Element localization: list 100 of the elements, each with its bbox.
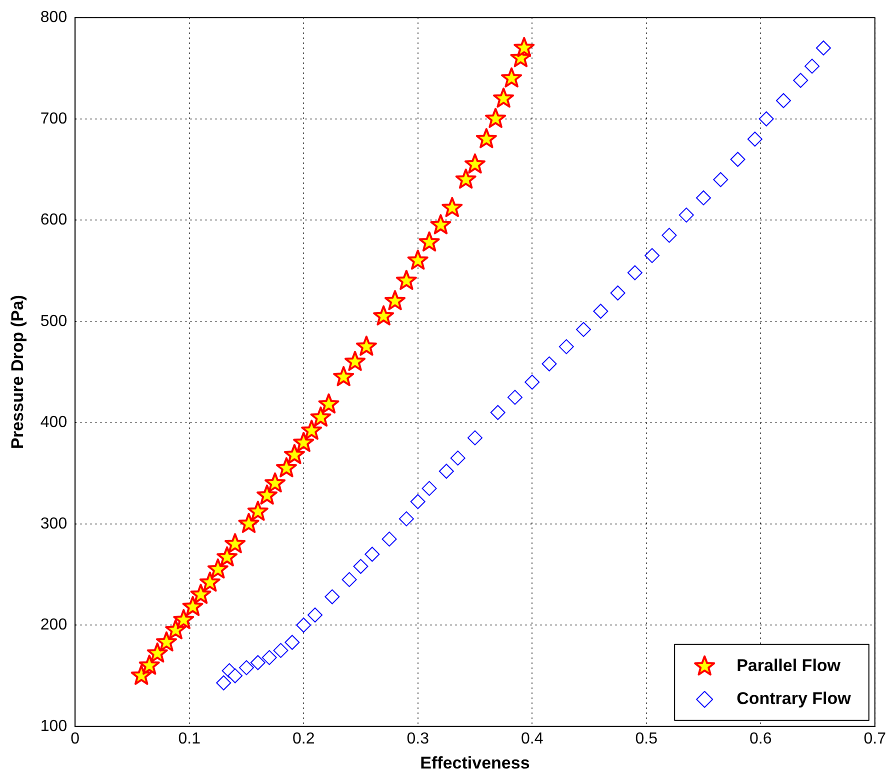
point	[485, 108, 506, 128]
point	[384, 290, 406, 310]
point	[418, 231, 440, 252]
point	[182, 596, 204, 616]
x-tick-label: 0.7	[864, 730, 886, 748]
point	[353, 558, 368, 574]
point	[442, 196, 463, 218]
point	[364, 546, 380, 562]
point	[410, 494, 426, 510]
point	[324, 589, 340, 604]
y-tick-label: 600	[40, 212, 68, 229]
point	[713, 172, 728, 188]
point	[467, 430, 482, 446]
point	[524, 374, 540, 390]
point	[398, 511, 414, 526]
point	[301, 420, 322, 440]
point	[793, 72, 808, 88]
point	[216, 546, 238, 566]
y-axis-title: Pressure Drop (Pa)	[8, 295, 27, 449]
y-tick-label: 200	[40, 616, 68, 634]
x-axis-title: Effectiveness	[420, 753, 530, 772]
point	[514, 36, 535, 58]
point	[507, 390, 522, 405]
point	[296, 618, 312, 633]
point	[356, 336, 377, 356]
x-tick-label: 0.2	[292, 730, 315, 748]
point	[422, 480, 437, 496]
point	[250, 655, 266, 670]
y-tick-label: 300	[40, 515, 68, 532]
y-tick-label: 400	[40, 414, 68, 432]
point	[696, 190, 711, 206]
point	[430, 214, 452, 234]
point	[464, 153, 486, 174]
point	[284, 444, 305, 464]
point	[490, 405, 506, 420]
point	[216, 675, 232, 690]
point	[165, 619, 186, 640]
point	[662, 228, 677, 243]
point	[344, 350, 366, 371]
point	[156, 631, 178, 652]
point	[308, 608, 323, 623]
point	[558, 339, 574, 354]
point	[593, 304, 608, 319]
point	[493, 88, 514, 108]
y-tick-label: 700	[40, 110, 68, 128]
legend-label: Parallel Flow	[736, 656, 842, 676]
point	[273, 642, 288, 658]
point	[407, 250, 428, 270]
x-tick-label: 0.6	[750, 730, 772, 748]
point	[276, 457, 297, 478]
point	[730, 152, 746, 167]
point	[318, 393, 340, 414]
point	[342, 572, 357, 588]
point	[450, 450, 466, 466]
point	[627, 265, 642, 280]
point	[247, 500, 268, 521]
point	[804, 58, 820, 74]
point	[542, 356, 557, 372]
point	[438, 464, 454, 479]
point	[476, 128, 497, 148]
x-tick-label: 0.5	[635, 730, 658, 748]
legend-label: Contrary Flow	[736, 689, 852, 708]
point	[678, 208, 694, 223]
point	[173, 609, 194, 630]
point	[501, 67, 522, 88]
point	[610, 286, 626, 301]
point	[262, 650, 277, 666]
x-tick-label: 0	[70, 730, 80, 748]
point	[256, 484, 278, 505]
point	[333, 366, 354, 386]
point	[207, 558, 228, 579]
point	[284, 634, 300, 650]
point	[264, 472, 286, 492]
point	[382, 532, 397, 547]
point	[310, 406, 332, 427]
point	[130, 664, 152, 685]
point	[190, 584, 212, 604]
y-tick-label: 100	[40, 718, 68, 735]
x-tick-label: 0.1	[178, 730, 201, 748]
point	[455, 168, 476, 189]
point	[644, 248, 660, 264]
point	[776, 93, 791, 108]
x-tick-label: 0.3	[406, 730, 430, 748]
point	[146, 642, 168, 663]
point	[576, 322, 592, 337]
point	[758, 111, 774, 126]
point	[138, 654, 160, 675]
point	[293, 432, 314, 452]
point	[238, 660, 254, 676]
point	[373, 305, 394, 326]
y-tick-label: 500	[40, 312, 68, 330]
point	[747, 132, 762, 147]
point	[228, 668, 243, 684]
point	[224, 533, 246, 554]
point	[816, 40, 831, 56]
x-tick-label: 0.4	[520, 730, 544, 748]
point	[396, 270, 417, 290]
point	[199, 572, 220, 592]
point	[238, 512, 260, 533]
y-tick-label: 800	[40, 9, 68, 26]
